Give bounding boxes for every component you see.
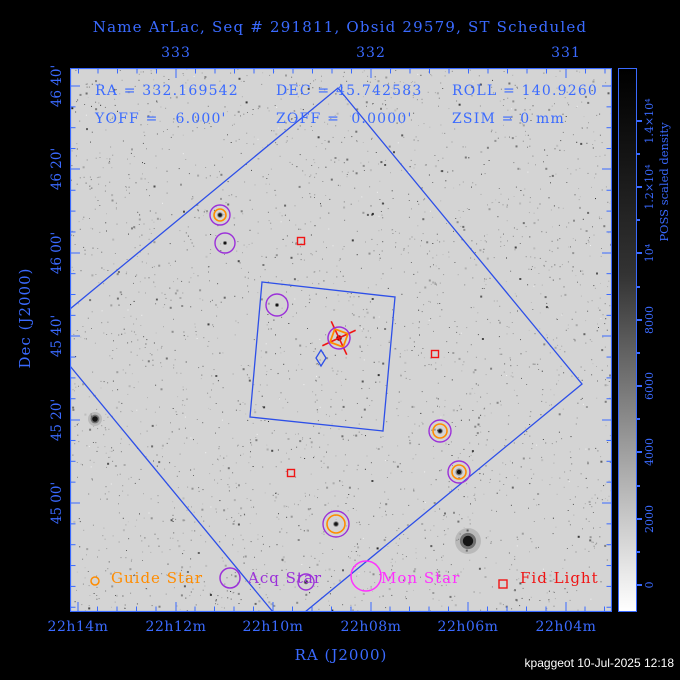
credit-text: kpaggeot 10-Jul-2025 12:18 xyxy=(524,656,674,670)
legend-label-mon-star: Mon Star xyxy=(381,569,461,587)
colorbar-tick-label: 4000 xyxy=(643,438,656,466)
legend-symbol-orange xyxy=(90,576,100,586)
colorbar-tick xyxy=(637,451,642,453)
colorbar-tick xyxy=(637,120,642,122)
colorbar-tick-label: 1.4×10⁴ xyxy=(643,98,656,144)
tick-layer xyxy=(70,68,612,612)
tick-label-dec: 46 40' xyxy=(49,64,65,108)
field-canvas xyxy=(70,68,612,612)
pointing-ra: RA = 332.169542 xyxy=(95,83,239,99)
acq-star-marker xyxy=(322,510,350,538)
colorbar-tick xyxy=(637,186,642,188)
tick-label-ra-hms: 22h10m xyxy=(242,619,304,635)
speckle-layer xyxy=(70,68,612,612)
colorbar-tick-label: 2000 xyxy=(643,505,656,533)
offset-zoff: ZOFF = 0.0000' xyxy=(276,111,413,127)
tick-label-ra-hms: 22h06m xyxy=(437,619,499,635)
tick-label-ra-hms: 22h12m xyxy=(145,619,207,635)
guide-star-marker xyxy=(213,208,227,222)
guide-star-marker xyxy=(451,464,467,480)
tick-label-dec: 45 00' xyxy=(49,481,65,525)
colorbar-minor-tick xyxy=(637,352,640,354)
fid-light-marker xyxy=(296,236,306,246)
colorbar-tick xyxy=(637,518,642,520)
legend-symbol-purple xyxy=(219,567,241,589)
colorbar-tick-label: 8000 xyxy=(643,306,656,334)
tick-label-dec: 46 00' xyxy=(49,231,65,275)
tick-label-ra-deg: 333 xyxy=(161,45,191,61)
guide-star-marker xyxy=(326,514,346,534)
colorbar-title: POSS scaled density xyxy=(657,122,671,242)
guide-star-marker xyxy=(432,423,448,439)
colorbar-tick xyxy=(637,252,642,254)
legend-symbol-layer xyxy=(90,560,508,592)
offset-zsim: ZSIM = 0 mm xyxy=(452,111,565,127)
plot-title: Name ArLac, Seq # 291811, Obsid 29579, S… xyxy=(92,18,588,36)
colorbar-minor-tick xyxy=(637,219,640,221)
legend-symbol-red xyxy=(498,579,508,589)
colorbar-tick xyxy=(637,584,642,586)
tick-label-dec: 45 40' xyxy=(49,314,65,358)
acq-star-marker xyxy=(214,232,236,254)
tick-label-dec: 45 20' xyxy=(49,398,65,442)
marker-layer xyxy=(209,204,471,591)
fid-light-marker xyxy=(430,349,440,359)
target-marker xyxy=(321,320,357,356)
colorbar-minor-tick xyxy=(637,285,640,288)
y-axis-title: Dec (J2000) xyxy=(16,267,34,369)
colorbar-tick-label: 1.2×10⁴ xyxy=(643,164,656,210)
colorbar-minor-tick xyxy=(637,551,640,553)
acq-star-marker xyxy=(447,460,471,484)
tick-label-ra-hms: 22h14m xyxy=(47,619,109,635)
pointing-dec: DEC = 45.742583 xyxy=(276,83,423,99)
legend-label-guide-star: Guide Star xyxy=(111,569,204,587)
fid-light-marker xyxy=(286,468,296,478)
legend-symbol-magenta xyxy=(350,560,382,592)
colorbar-tick xyxy=(637,385,642,387)
fov-outline-large xyxy=(70,87,583,612)
colorbar-tick-label: 6000 xyxy=(643,372,656,400)
colorbar-minor-tick xyxy=(637,153,640,155)
acq-star-marker xyxy=(209,204,231,226)
offset-yoff: YOFF = 6.000' xyxy=(95,111,227,127)
fov-outline-small xyxy=(249,281,396,432)
acq-star-marker xyxy=(265,293,289,317)
sky-image xyxy=(70,68,612,612)
legend-label-acq-star: Acq Star xyxy=(248,569,323,587)
x-axis-title: RA (J2000) xyxy=(294,646,388,664)
fov-layer xyxy=(70,87,583,612)
colorbar-tick xyxy=(637,319,642,321)
tick-label-ra-deg: 331 xyxy=(551,45,581,61)
acq-star-marker xyxy=(428,419,452,443)
colorbar-gradient xyxy=(618,68,637,612)
tick-label-ra-hms: 22h08m xyxy=(340,619,402,635)
tick-label-ra-hms: 22h04m xyxy=(535,619,597,635)
tick-label-dec: 46 20' xyxy=(49,147,65,191)
tick-label-ra-deg: 332 xyxy=(356,45,386,61)
colorbar-minor-tick xyxy=(637,418,640,420)
pointing-roll: ROLL = 140.9260 xyxy=(452,83,599,99)
colorbar-tick-label: 0 xyxy=(643,581,656,589)
star-layer xyxy=(88,212,481,585)
colorbar-tick-label: 10⁴ xyxy=(643,243,656,263)
colorbar-minor-tick xyxy=(637,484,640,487)
legend-label-fid-light: Fid Light xyxy=(520,569,599,587)
acq-star-marker xyxy=(297,573,315,591)
aimpoint-diamond-marker xyxy=(315,348,327,368)
